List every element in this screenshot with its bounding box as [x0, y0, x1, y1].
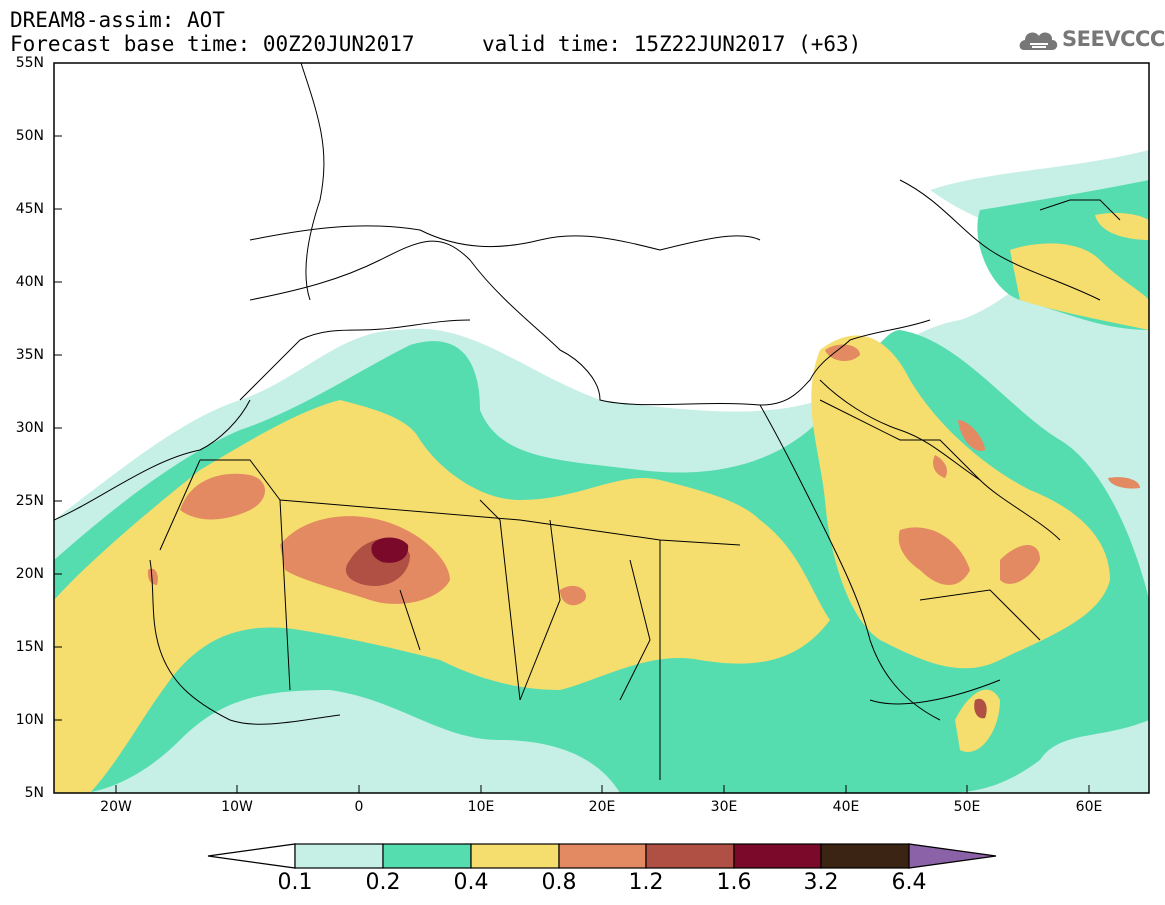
- lat-label-15n: 15N: [15, 639, 44, 655]
- colorbar-bin-4: [558, 843, 647, 869]
- colorbar-label-0.8: 0.8: [541, 870, 577, 895]
- lat-label-55n: 55N: [15, 55, 44, 71]
- lon-label-10e: 10E: [467, 799, 495, 815]
- lat-label-20n: 20N: [15, 566, 44, 582]
- colorbar-upper-arrow: [908, 843, 997, 869]
- lon-label-0: 0: [354, 799, 364, 815]
- lon-label-20w: 20W: [100, 799, 132, 815]
- lat-label-25n: 25N: [15, 493, 44, 509]
- aot-level-1.6: [371, 537, 409, 563]
- colorbar-bin-6: [733, 843, 822, 869]
- lat-label-35n: 35N: [15, 347, 44, 363]
- colorbar-label-3.2: 3.2: [803, 870, 839, 895]
- lat-label-50n: 50N: [15, 128, 44, 144]
- lat-label-30n: 30N: [15, 420, 44, 436]
- lon-label-40e: 40E: [832, 799, 860, 815]
- valid-time-label: valid time: 15Z22JUN2017 (+63): [482, 32, 862, 56]
- colorbar: [207, 843, 997, 869]
- lon-label-30e: 30E: [710, 799, 738, 815]
- lat-label-5n: 5N: [24, 785, 44, 801]
- colorbar-label-0.2: 0.2: [365, 870, 401, 895]
- colorbar-bin-2: [382, 843, 472, 869]
- lon-label-10w: 10W: [221, 799, 253, 815]
- colorbar-label-1.2: 1.2: [628, 870, 664, 895]
- colorbar-label-0.4: 0.4: [453, 870, 489, 895]
- lat-label-10n: 10N: [15, 712, 44, 728]
- colorbar-bin-7: [820, 843, 910, 869]
- lon-label-20e: 20E: [588, 799, 616, 815]
- base-time-label: Forecast base time: 00Z20JUN2017: [10, 32, 415, 56]
- lat-label-45n: 45N: [15, 201, 44, 217]
- colorbar-label-1.6: 1.6: [716, 870, 752, 895]
- logo-text: SEEVCCC: [1062, 27, 1165, 51]
- colorbar-label-0.1: 0.1: [277, 870, 313, 895]
- colorbar-bin-3: [470, 843, 560, 869]
- colorbar-bin-5: [645, 843, 735, 869]
- title-line-1: DREAM8-assim: AOT: [10, 8, 225, 32]
- coastlines-borders: [54, 63, 1121, 780]
- axis-ticks: [54, 62, 1090, 793]
- lon-label-60e: 60E: [1075, 799, 1103, 815]
- cloud-icon: [1019, 32, 1058, 50]
- colorbar-bin-1: [294, 843, 384, 869]
- lat-label-40n: 40N: [15, 274, 44, 290]
- lon-label-50e: 50E: [953, 799, 981, 815]
- colorbar-label-6.4: 6.4: [891, 870, 927, 895]
- colorbar-lower-arrow: [207, 843, 296, 869]
- map-frame: [53, 62, 1150, 794]
